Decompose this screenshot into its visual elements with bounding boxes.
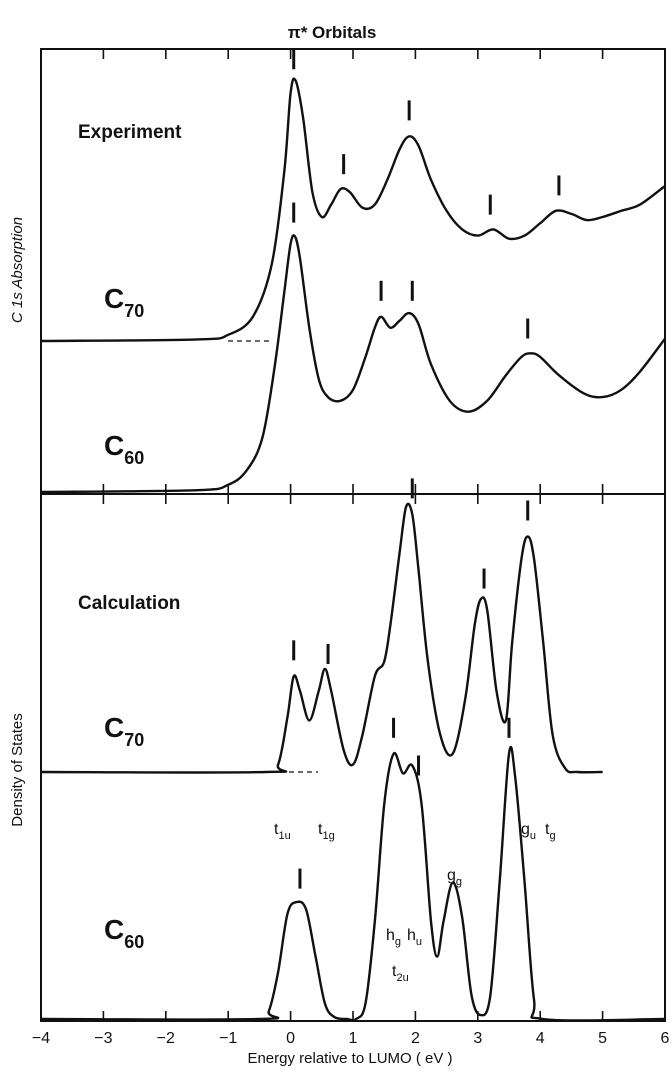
svg-text:C70: C70 <box>104 712 144 750</box>
series-label-calc-c60: C60 <box>104 914 144 952</box>
x-tick-label: 0 <box>286 1030 295 1047</box>
x-tick-label: −4 <box>32 1030 50 1047</box>
annotation-hu: hu <box>407 927 422 948</box>
annotation-gg: gg <box>447 867 462 888</box>
annotation-tg: tg <box>545 821 556 842</box>
annotation-t1g: t1g <box>318 821 335 842</box>
curve-experiment-c60 <box>40 234 666 494</box>
x-tick-label: 1 <box>349 1030 358 1047</box>
x-axis-label: Energy relative to LUMO ( eV ) <box>247 1050 452 1067</box>
annotation-hg: hg <box>386 927 401 948</box>
series-label-exp-c60: C60 <box>104 430 144 468</box>
svg-text:C60: C60 <box>104 914 144 952</box>
orbital-annotations: t1u t1g hg hu t2u gg gu tg <box>274 821 556 984</box>
panel-label-experiment: Experiment <box>78 122 182 143</box>
annotation-t2u: t2u <box>392 963 409 984</box>
chart-title: π* Orbitals <box>288 23 377 42</box>
series-label-calc-c70: C70 <box>104 712 144 750</box>
svg-text:C70: C70 <box>104 283 144 321</box>
panel-label-calculation: Calculation <box>78 593 180 614</box>
annotation-gu: gu <box>521 821 536 842</box>
x-axis-tick-labels: −4 −3 −2 −1 0 1 2 3 4 5 6 <box>32 1030 670 1047</box>
curve-experiment-c70 <box>40 77 666 343</box>
x-tick-label: 6 <box>661 1030 670 1047</box>
x-tick-label: −3 <box>94 1030 112 1047</box>
y-axis-label-experiment: C 1s Absorption <box>9 217 26 323</box>
x-tick-label: 2 <box>411 1030 420 1047</box>
x-tick-label: 5 <box>598 1030 607 1047</box>
series-label-exp-c70: C70 <box>104 283 144 321</box>
svg-text:C60: C60 <box>104 430 144 468</box>
peak-markers <box>292 49 561 889</box>
curve-calculation-c60 <box>40 745 666 1022</box>
curve-calculation-c70 <box>40 502 603 774</box>
series-curves <box>40 77 666 1022</box>
x-tick-label: 4 <box>536 1030 545 1047</box>
annotation-t1u: t1u <box>274 821 291 842</box>
x-tick-label: 3 <box>473 1030 482 1047</box>
x-tick-label: −2 <box>157 1030 175 1047</box>
y-axis-label-calculation: Density of States <box>9 713 26 826</box>
x-tick-label: −1 <box>219 1030 237 1047</box>
